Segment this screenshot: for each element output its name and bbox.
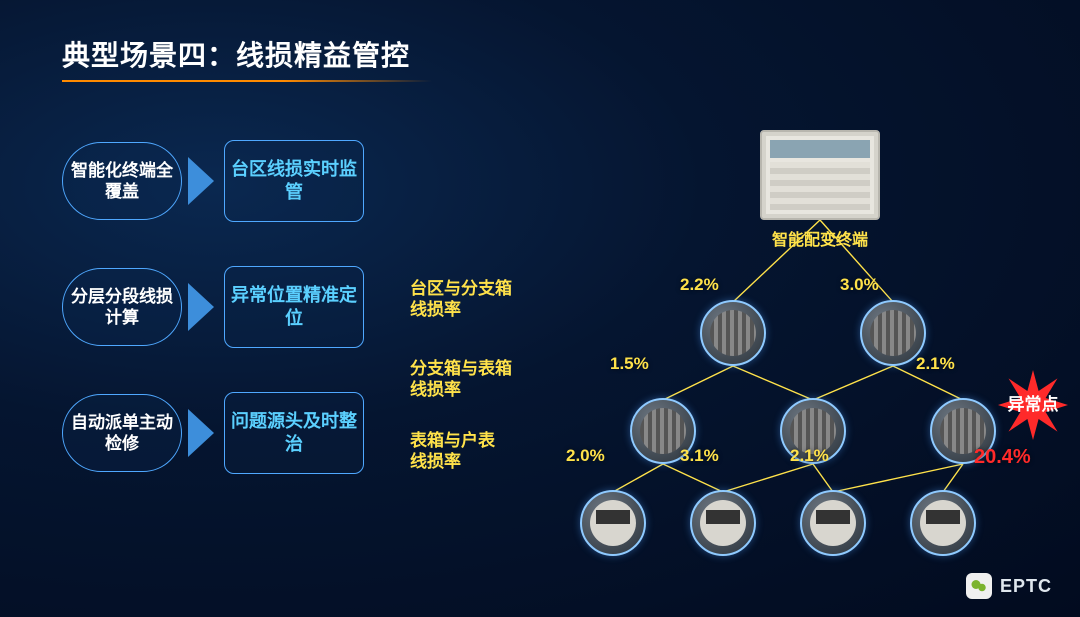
tree-node [690, 490, 756, 556]
mid-label-1: 分支箱与表箱线损率 [410, 358, 512, 401]
flow-left-2: 自动派单主动检修 [62, 394, 182, 472]
mid-label-0: 台区与分支箱线损率 [410, 278, 512, 321]
flow-right-2: 问题源头及时整治 [224, 392, 364, 474]
loss-pct: 3.1% [680, 446, 719, 466]
flow-right-0: 台区线损实时监管 [224, 140, 364, 222]
flow-column: 智能化终端全覆盖 台区线损实时监管 分层分段线损计算 异常位置精准定位 自动派单… [62, 140, 364, 518]
arrow-icon [188, 283, 214, 331]
flow-row: 分层分段线损计算 异常位置精准定位 [62, 266, 364, 348]
flow-right-1: 异常位置精准定位 [224, 266, 364, 348]
arrow-icon [188, 157, 214, 205]
arrow-icon [188, 409, 214, 457]
anomaly-badge: 异常点 [998, 370, 1068, 440]
anomaly-label: 异常点 [1008, 396, 1059, 415]
tree-diagram: 智能配变终端 异常点 2.2% 3.0% 1.5% 2.1% 2.0% 3.1% 2.1% 2… [560, 130, 1080, 550]
loss-pct: 1.5% [610, 354, 649, 374]
footer-brand: EPTC [966, 573, 1052, 599]
loss-pct: 3.0% [840, 275, 879, 295]
terminal-label: 智能配变终端 [740, 226, 900, 250]
loss-pct: 2.0% [566, 446, 605, 466]
anomaly-pct: 20.4% [974, 446, 1031, 469]
footer-brand-text: EPTC [1000, 576, 1052, 597]
flow-left-1: 分层分段线损计算 [62, 268, 182, 346]
mid-label-2: 表箱与户表线损率 [410, 430, 495, 473]
terminal-device-icon [760, 130, 880, 220]
title-underline [62, 80, 432, 82]
flow-row: 智能化终端全覆盖 台区线损实时监管 [62, 140, 364, 222]
flow-row: 自动派单主动检修 问题源头及时整治 [62, 392, 364, 474]
loss-pct: 2.1% [916, 354, 955, 374]
page-title: 典型场景四：线损精益管控 [62, 34, 410, 74]
wechat-icon [966, 573, 992, 599]
tree-node [910, 490, 976, 556]
tree-node [580, 490, 646, 556]
loss-pct: 2.2% [680, 275, 719, 295]
tree-node [700, 300, 766, 366]
flow-left-0: 智能化终端全覆盖 [62, 142, 182, 220]
loss-pct: 2.1% [790, 446, 829, 466]
tree-node [800, 490, 866, 556]
